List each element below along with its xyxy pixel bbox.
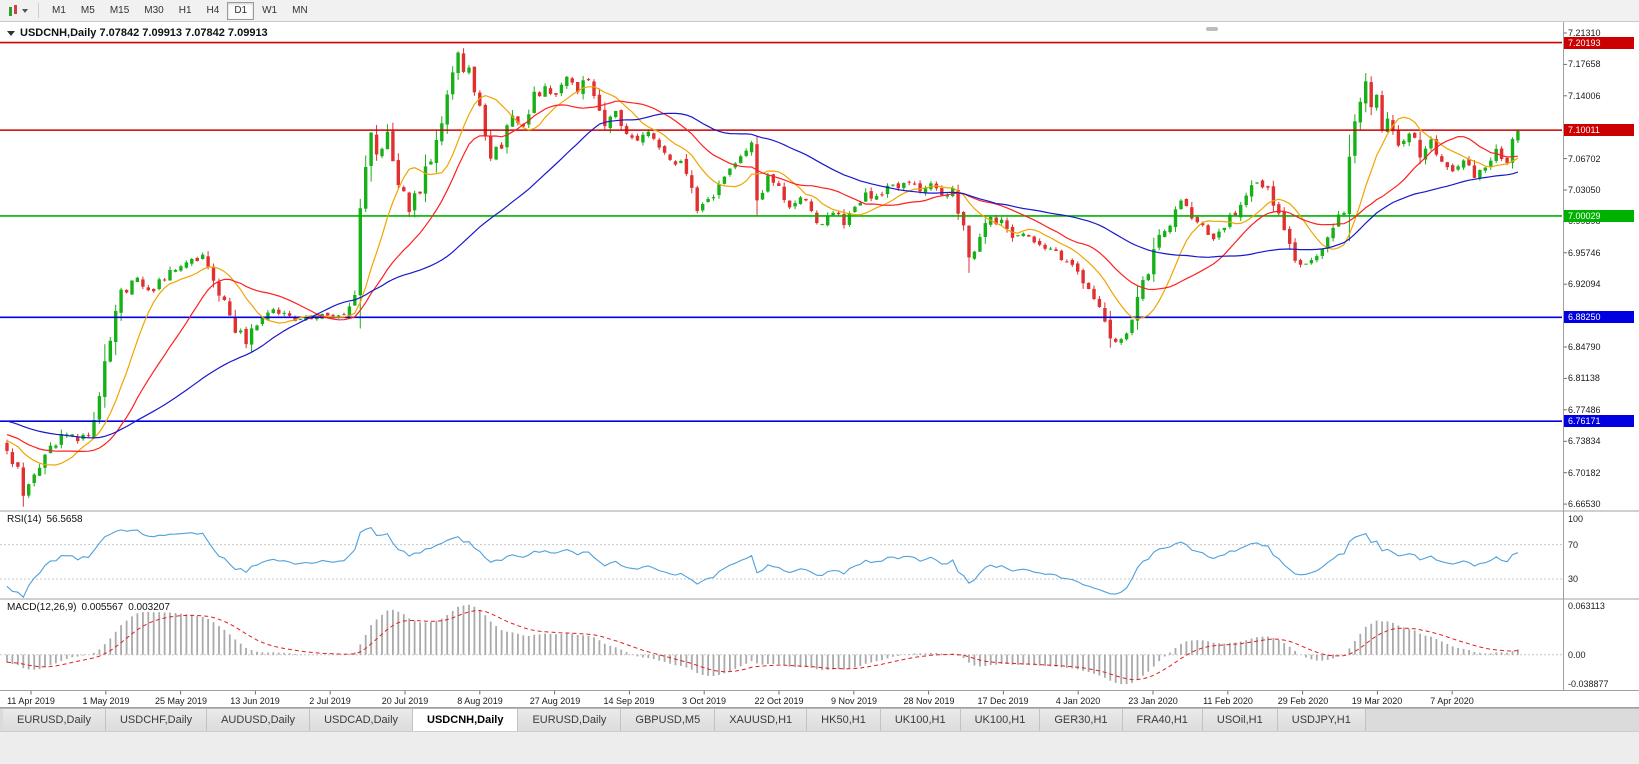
candlestick-chart-icon — [8, 4, 19, 17]
tab-uk100-h1[interactable]: UK100,H1 — [880, 709, 961, 731]
tab-usdchf-daily[interactable]: USDCHF,Daily — [105, 709, 208, 731]
macd-signal-line — [6, 610, 1518, 681]
macd-histogram — [6, 604, 1519, 685]
symbol-ohlc-text: USDCNH,Daily 7.07842 7.09913 7.07842 7.0… — [20, 27, 268, 39]
chart-type-button[interactable] — [4, 3, 32, 19]
collapse-triangle-icon[interactable] — [7, 31, 15, 36]
timeframe-button-d1[interactable]: D1 — [227, 1, 255, 20]
chart-canvas[interactable] — [0, 0, 1639, 708]
chart-tab-bar: EURUSD,Daily USDCHF,Daily AUDUSD,Daily USDC… — [0, 708, 1639, 731]
tab-eurusd-daily[interactable]: EURUSD,Daily — [3, 709, 106, 731]
timeframe-button-m30[interactable]: M30 — [137, 2, 170, 20]
tab-usdcad-daily[interactable]: USDCAD,Daily — [310, 709, 414, 731]
timeframe-button-m5[interactable]: M5 — [74, 2, 102, 20]
timeframe-button-m1[interactable]: M1 — [45, 2, 73, 20]
timeframe-button-m15[interactable]: M15 — [103, 2, 136, 20]
macd-indicator-name: MACD(12,26,9) — [7, 602, 77, 613]
macd-signal-value: 0.003207 — [128, 602, 170, 613]
tab-usdcnh-daily[interactable]: USDCNH,Daily — [413, 709, 519, 731]
tab-hk50-h1[interactable]: HK50,H1 — [807, 709, 881, 731]
timeframe-button-h4[interactable]: H4 — [200, 2, 227, 20]
timeframe-button-w1[interactable]: W1 — [255, 2, 284, 20]
rsi-current-value: 56.5658 — [46, 514, 83, 525]
tab-uk100-h1[interactable]: UK100,H1 — [960, 709, 1041, 731]
rsi-pane-title: RSI(14) 56.5658 — [7, 514, 83, 525]
timeframe-button-h1[interactable]: H1 — [172, 2, 199, 20]
tab-ger30-h1[interactable]: GER30,H1 — [1040, 709, 1123, 731]
chart-background — [0, 22, 1639, 708]
moving-average-45-line — [6, 112, 1519, 439]
chevron-down-icon — [22, 8, 28, 13]
timeframe-buttons: M1 M5 M15 M30 H1 H4 D1 W1 MN — [45, 1, 315, 20]
tab-fra40-h1[interactable]: FRA40,H1 — [1122, 709, 1203, 731]
tab-eurusd-daily[interactable]: EURUSD,Daily — [518, 709, 622, 731]
rsi-indicator-name: RSI(14) — [7, 514, 42, 525]
tab-usoil-h1[interactable]: USOil,H1 — [1202, 709, 1278, 731]
tab-audusd-daily[interactable]: AUDUSD,Daily — [207, 709, 311, 731]
macd-main-value: 0.005567 — [81, 602, 124, 613]
tab-usdjpy-h1[interactable]: USDJPY,H1 — [1277, 709, 1366, 731]
chart-window[interactable]: 7.21310 7.17658 7.14006 7.06702 7.03050 6.993… — [0, 0, 1639, 708]
timeframe-toolbar: M1 M5 M15 M30 H1 H4 D1 W1 MN — [0, 0, 1639, 22]
timeframe-button-mn[interactable]: MN — [285, 2, 315, 20]
rsi-line — [6, 526, 1519, 599]
toolbar-divider — [38, 3, 39, 18]
macd-pane-title: MACD(12,26,9) 0.005567 0.003207 — [7, 602, 170, 613]
chart-title: USDCNH,Daily 7.07842 7.09913 7.07842 7.0… — [7, 27, 268, 39]
chart-scroll-thumb[interactable] — [1206, 27, 1218, 31]
tab-gbpusd-m5[interactable]: GBPUSD,M5 — [621, 709, 716, 731]
status-bar — [0, 731, 1639, 764]
tab-xauusd-h1[interactable]: XAUUSD,H1 — [715, 709, 808, 731]
moving-average-21-line — [6, 100, 1518, 452]
